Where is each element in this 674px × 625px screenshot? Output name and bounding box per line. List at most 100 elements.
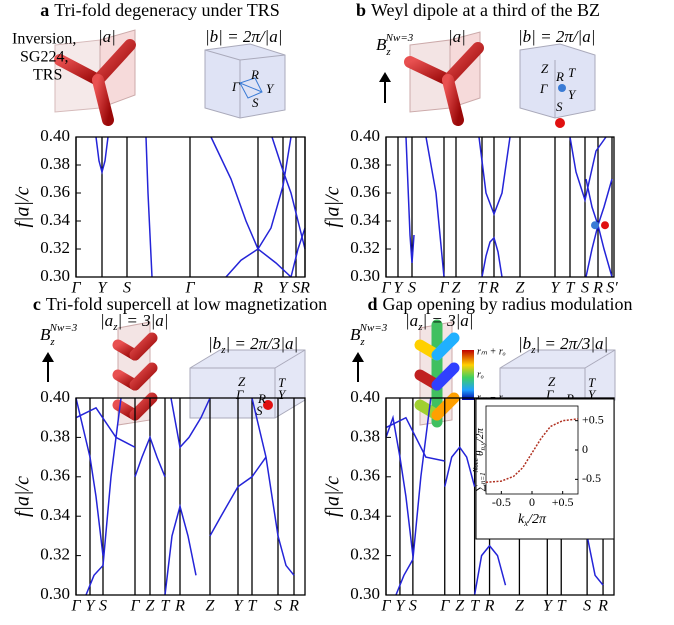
- inset-y-tick-label: -0.5: [582, 471, 601, 485]
- x-tick-label: Γ: [380, 598, 391, 615]
- bz-label: Y: [588, 387, 597, 402]
- panel-title-text: Weyl dipole at a third of the BZ: [371, 0, 600, 20]
- x-tick-label: R: [299, 280, 310, 297]
- bz-label: Γ: [231, 79, 240, 94]
- x-tick-label: T: [557, 598, 567, 615]
- structure-a: [54, 29, 286, 126]
- panel-title: c Tri-fold supercell at low magnetization: [33, 294, 327, 314]
- ylabel-part: n,y: [479, 441, 487, 450]
- bz-label: S: [256, 403, 263, 418]
- annotation: |b| = 2π/|a|: [518, 27, 595, 46]
- inset-y-tick-label: +0.5: [582, 412, 604, 426]
- ylabel-part: Nocc: [472, 457, 480, 473]
- y-tick-label: 0.32: [350, 545, 380, 564]
- bz-label: T: [568, 65, 576, 80]
- x-tick-label: S: [583, 598, 591, 615]
- y-tick-label: 0.40: [40, 126, 70, 145]
- y-tick-label: 0.32: [40, 238, 70, 257]
- plot-frame: [385, 136, 615, 278]
- panel-title: d Gap opening by radius modulation: [368, 294, 633, 314]
- x-tick-label: R: [252, 280, 263, 297]
- panel-title: b Weyl dipole at a third of the BZ: [356, 0, 600, 20]
- x-tick-label: S: [409, 598, 417, 615]
- y-tick-label: 0.32: [40, 545, 70, 564]
- inset-y-tick-label: 0: [582, 442, 588, 456]
- y-tick-label: 0.38: [350, 154, 380, 173]
- x-tick-label: Z: [515, 598, 525, 615]
- inset: -0.5 0 +0.5+0.50-0.5kx/2π∑n=1Noccθn,y/2π: [472, 398, 615, 540]
- panel-title-text: Gap opening by radius modulation: [383, 294, 633, 314]
- annotation: |az| = 3|a|: [100, 311, 168, 333]
- bz-label: Γ: [235, 387, 244, 402]
- band: [385, 414, 414, 556]
- y-tick-label: 0.36: [40, 182, 70, 201]
- field-label: BzNw=3: [40, 322, 78, 348]
- x-tick-label: R: [174, 598, 185, 615]
- panel-letter: a: [40, 0, 49, 20]
- x-tick-label: S: [123, 280, 131, 297]
- panel-title: a Tri-fold degeneracy under TRS: [40, 0, 279, 20]
- x-tick-label: Γ: [129, 598, 140, 615]
- x-tick-label: Γ: [439, 598, 450, 615]
- annotation: TRS: [33, 67, 62, 84]
- weyl-point: [591, 221, 599, 230]
- bz-label: R: [250, 67, 259, 82]
- ylabel-part: /2π: [474, 428, 486, 444]
- bz-label: T: [588, 375, 596, 390]
- panel-title-text: Tri-fold degeneracy under TRS: [54, 0, 279, 20]
- x-tick-label: Y: [551, 280, 562, 297]
- bz-label: Y: [568, 87, 577, 102]
- annotation: Inversion,: [12, 31, 76, 48]
- ylabel-part: ∑: [474, 484, 486, 492]
- y-tick-label: 0.30: [350, 584, 380, 603]
- x-tick-label: R: [488, 280, 499, 297]
- bz-label: Γ: [539, 81, 548, 96]
- y-tick-label: 0.30: [40, 584, 70, 603]
- bz-label: Y: [278, 387, 287, 402]
- band: [569, 136, 607, 203]
- inset-x-tick-label: +0.5: [552, 495, 574, 509]
- band: [271, 136, 306, 250]
- ylabel-part: θ: [474, 450, 486, 456]
- inset-y-label: ∑n=1Noccθn,y/2π: [472, 428, 487, 492]
- band: [405, 136, 415, 264]
- y-axis-label: f|a|/c: [322, 186, 344, 227]
- ylabel-part: n=1: [479, 472, 487, 484]
- band: [95, 136, 109, 175]
- colorbar-label: rₘ + rₒ: [477, 346, 506, 357]
- band: [385, 416, 445, 462]
- inset-x-label: kx/2π: [518, 512, 547, 528]
- x-tick-label: R: [484, 598, 495, 615]
- x-tick-label: Z: [455, 598, 465, 615]
- band: [170, 397, 211, 449]
- x-tick-label: S: [99, 598, 107, 615]
- inset-x-tick-label: -0.5: [492, 495, 511, 509]
- x-tick-label: Y: [395, 598, 406, 615]
- bz-label: S: [252, 95, 259, 110]
- bz-label: T: [278, 375, 286, 390]
- y-tick-label: 0.30: [350, 266, 380, 285]
- band: [85, 397, 122, 596]
- xlabel-part: k: [518, 512, 525, 527]
- x-tick-label: Γ: [70, 598, 81, 615]
- y-tick-label: 0.34: [350, 210, 380, 229]
- x-tick-label: Y: [543, 598, 554, 615]
- panel-letter: b: [356, 0, 366, 20]
- bz-label: Z: [548, 374, 556, 389]
- annotation: |bz| = 2π/3|a|: [208, 334, 298, 356]
- x-tick-label: S′: [606, 280, 618, 297]
- plot-frame: [75, 136, 306, 278]
- y-tick-label: 0.30: [40, 266, 70, 285]
- bz-label: Z: [238, 374, 246, 389]
- x-tick-label: Y: [234, 598, 245, 615]
- band: [478, 136, 511, 217]
- x-tick-label: Z: [516, 280, 526, 297]
- x-tick-label: Z: [452, 280, 462, 297]
- x-tick-label: Y: [279, 280, 290, 297]
- x-tick-label: R: [288, 598, 299, 615]
- x-tick-label: R: [592, 280, 603, 297]
- panel-letter: d: [368, 294, 378, 314]
- panel-title-text: Tri-fold supercell at low magnetization: [46, 294, 327, 314]
- y-tick-label: 0.34: [40, 505, 70, 524]
- y-tick-label: 0.38: [350, 426, 380, 445]
